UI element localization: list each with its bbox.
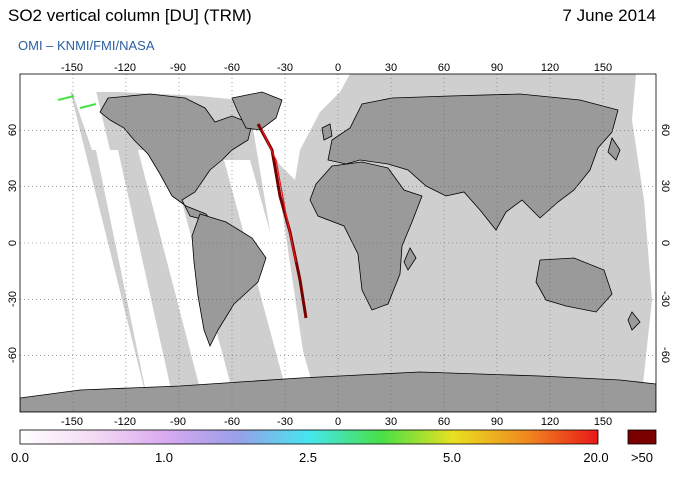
lon-tick-top: 60 <box>438 62 450 74</box>
madagascar <box>403 247 417 271</box>
colorbar-label: >50 <box>631 450 653 465</box>
north-america <box>99 93 253 223</box>
lon-tick-top: 90 <box>491 62 503 74</box>
lat-tick-right: -30 <box>659 291 671 307</box>
lon-tick-top: -150 <box>61 62 83 74</box>
lat-tick-right: 60 <box>659 124 671 136</box>
lon-tick-top: 120 <box>541 62 559 74</box>
australia <box>535 257 613 313</box>
lat-tick-right: -60 <box>659 347 671 363</box>
gap-east <box>632 74 656 412</box>
lon-tick-bottom: -30 <box>277 416 293 428</box>
colorbar-label: 1.0 <box>155 450 173 465</box>
lon-tick-bottom: 120 <box>541 416 559 428</box>
lon-tick-bottom: 150 <box>594 416 612 428</box>
so2-green-streak <box>57 95 97 109</box>
colorbar-gradient <box>19 429 599 445</box>
gap-strip-2 <box>138 150 238 412</box>
lon-tick-top: -90 <box>170 62 186 74</box>
gap-strip-1 <box>96 150 176 412</box>
no-data-gaps <box>20 74 656 412</box>
map-frame <box>19 73 657 413</box>
map-title: SO2 vertical column [DU] (TRM) <box>8 6 252 25</box>
lat-axis-left: 60 30 0 -30 -60 <box>7 124 19 363</box>
colorbar-label: 5.0 <box>443 450 461 465</box>
lat-tick-left: -60 <box>7 347 19 363</box>
lat-tick-left: 30 <box>7 180 19 192</box>
colorbar: 0.0 1.0 2.5 5.0 20.0 >50 <box>11 429 657 465</box>
so2-red-streak <box>261 129 297 263</box>
british-isles <box>321 123 333 141</box>
eurasia <box>327 93 619 231</box>
lat-tick-right: 0 <box>659 240 671 246</box>
colorbar-overflow-box <box>627 429 657 445</box>
new-zealand <box>627 311 641 331</box>
colorbar-label: 0.0 <box>11 450 29 465</box>
map-date: 7 June 2014 <box>562 6 656 25</box>
lon-tick-bottom: 0 <box>335 416 341 428</box>
lon-tick-bottom: 30 <box>385 416 397 428</box>
lon-tick-top: 30 <box>385 62 397 74</box>
lon-axis-top: -150 -120 -90 -60 -30 0 30 60 90 120 150 <box>61 62 612 74</box>
lat-tick-right: 30 <box>659 180 671 192</box>
lat-tick-left: 0 <box>7 240 19 246</box>
gap-west <box>20 74 150 412</box>
lon-tick-bottom: -120 <box>114 416 136 428</box>
south-america <box>191 213 267 347</box>
lon-tick-top: -120 <box>114 62 136 74</box>
lon-tick-bottom: 60 <box>438 416 450 428</box>
lon-tick-top: -30 <box>277 62 293 74</box>
gap-strip-5 <box>244 74 312 412</box>
lon-axis-bottom: -150 -120 -90 -60 -30 0 30 60 90 120 150 <box>61 416 612 428</box>
lon-tick-bottom: 90 <box>491 416 503 428</box>
graticule <box>20 74 656 412</box>
map-area <box>20 74 656 412</box>
japan <box>607 137 621 161</box>
lon-tick-bottom: -60 <box>224 416 240 428</box>
data-credit: OMI – KNMI/FMI/NASA <box>18 38 155 53</box>
lat-tick-left: 60 <box>7 124 19 136</box>
greenland <box>231 91 283 131</box>
lon-tick-bottom: -150 <box>61 416 83 428</box>
colorbar-label: 20.0 <box>583 450 608 465</box>
colorbar-label: 2.5 <box>299 450 317 465</box>
lon-tick-top: 150 <box>594 62 612 74</box>
lon-tick-top: 0 <box>335 62 341 74</box>
lat-tick-left: -30 <box>7 291 19 307</box>
lon-tick-bottom: -90 <box>170 416 186 428</box>
lon-tick-top: -60 <box>224 62 240 74</box>
lat-axis-right: 60 30 0 -30 -60 <box>659 124 671 363</box>
gap-strip-3 <box>66 74 110 150</box>
